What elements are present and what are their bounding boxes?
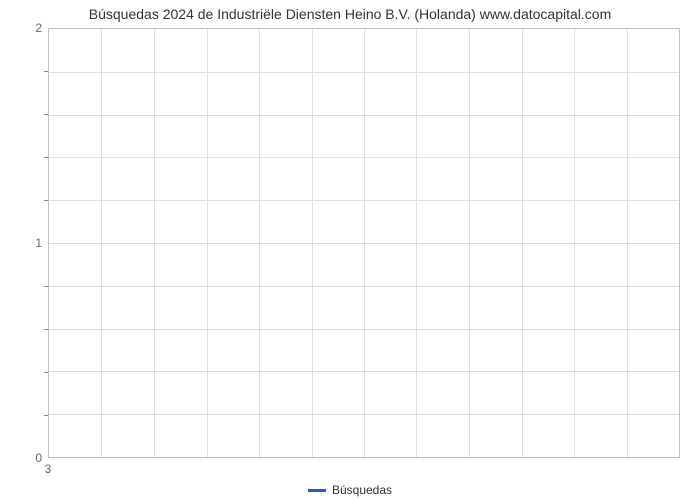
y-minor-tick xyxy=(44,286,48,287)
grid-v xyxy=(259,29,260,457)
y-tick-label-1: 1 xyxy=(22,236,42,250)
legend: Búsquedas xyxy=(0,482,700,497)
grid-v xyxy=(574,29,575,457)
grid-v xyxy=(207,29,208,457)
grid-v xyxy=(154,29,155,457)
y-tick-label-0: 0 xyxy=(22,451,42,465)
grid-v xyxy=(416,29,417,457)
legend-swatch xyxy=(308,489,326,492)
grid-v xyxy=(469,29,470,457)
y-minor-tick xyxy=(44,200,48,201)
chart-container: Búsquedas 2024 de Industriële Diensten H… xyxy=(0,0,700,500)
chart-title: Búsquedas 2024 de Industriële Diensten H… xyxy=(0,6,700,22)
grid-v xyxy=(522,29,523,457)
x-tick-label: 3 xyxy=(45,462,52,476)
y-minor-tick xyxy=(44,329,48,330)
y-minor-tick xyxy=(44,415,48,416)
legend-label: Búsquedas xyxy=(332,483,392,497)
grid-v xyxy=(627,29,628,457)
plot-area xyxy=(48,28,680,458)
grid-v xyxy=(101,29,102,457)
y-tick-label-2: 2 xyxy=(22,21,42,35)
y-minor-tick xyxy=(44,114,48,115)
y-minor-tick xyxy=(44,372,48,373)
y-minor-tick xyxy=(44,157,48,158)
y-minor-tick xyxy=(44,71,48,72)
grid-v xyxy=(312,29,313,457)
grid-v xyxy=(364,29,365,457)
